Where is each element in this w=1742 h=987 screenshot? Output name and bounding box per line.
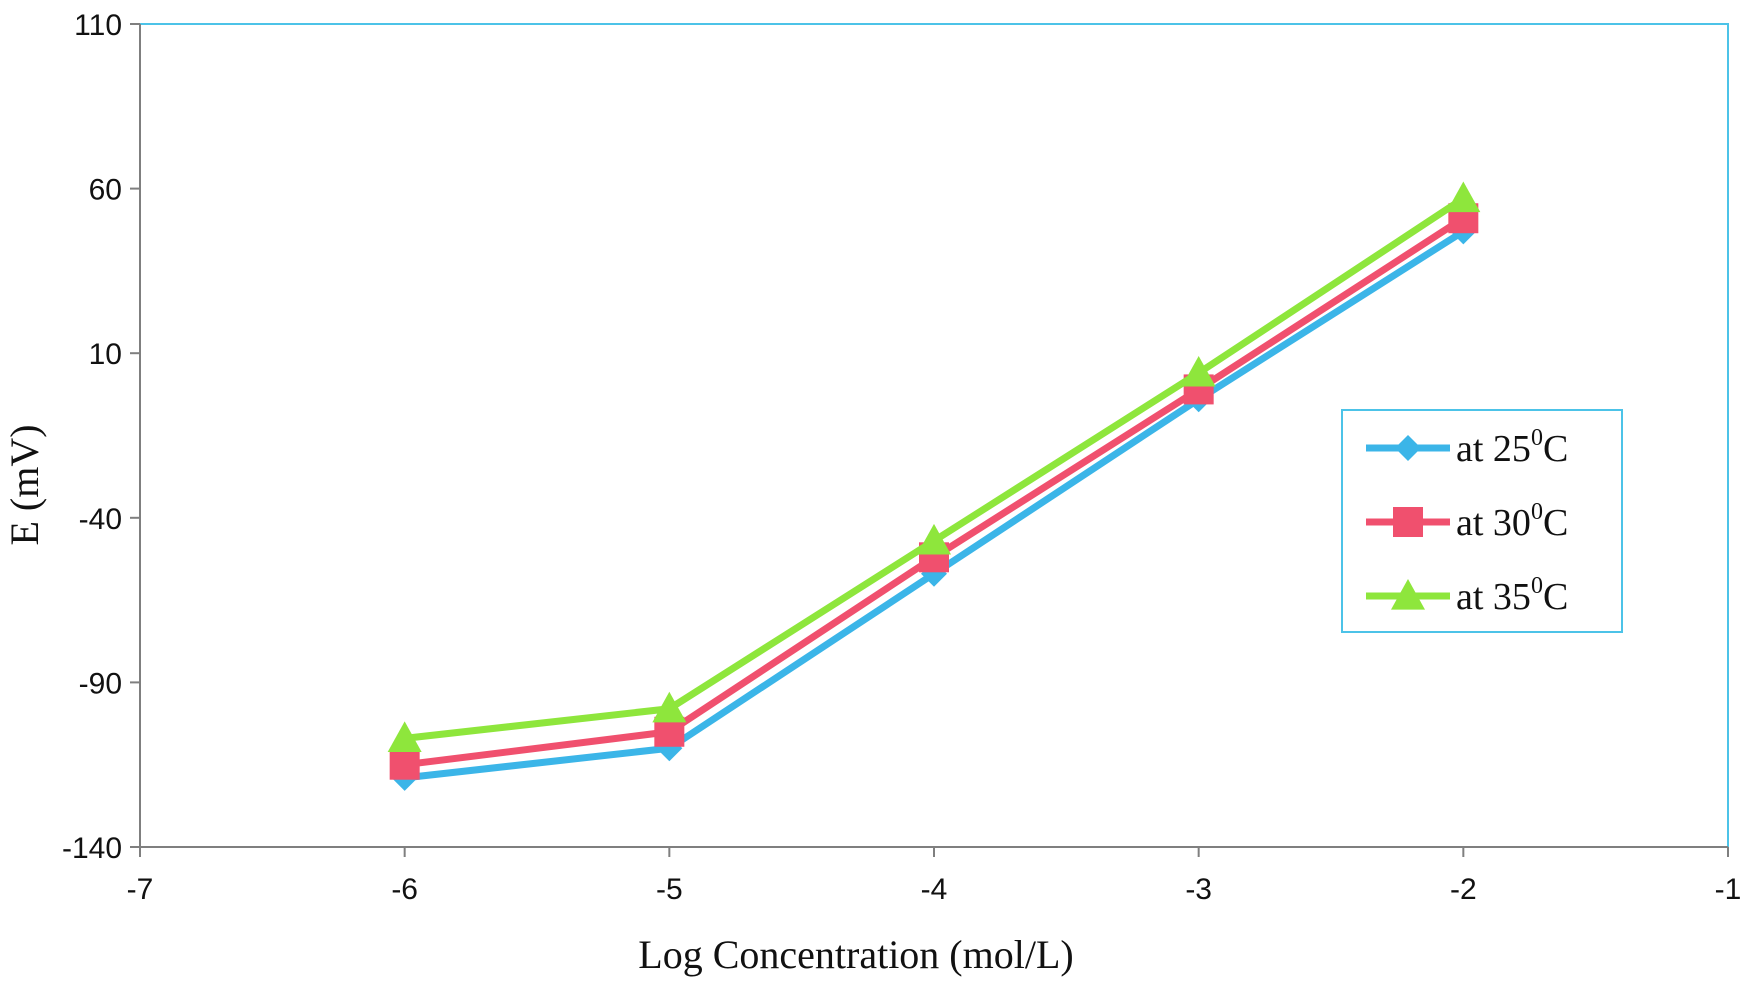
data-point-square — [389, 749, 420, 780]
legend-entry: at 250C — [1366, 425, 1568, 470]
legend-entry: at 300C — [1366, 499, 1568, 544]
series-layer — [387, 181, 1481, 791]
legend-marker-square — [1393, 507, 1423, 537]
legend-marker-triangle — [1391, 579, 1425, 610]
legend-label: at 250C — [1456, 425, 1568, 470]
x-tick-label: -3 — [1185, 873, 1212, 906]
y-tick-label: 110 — [74, 9, 122, 42]
x-tick-label: -7 — [127, 873, 154, 906]
data-point-triangle — [1446, 181, 1481, 213]
x-tick-label: -2 — [1450, 873, 1477, 906]
y-tick-label: -40 — [79, 503, 122, 536]
x-tick-label: -1 — [1715, 873, 1742, 906]
x-tick-label: -5 — [656, 873, 683, 906]
y-axis-title: E (mV) — [2, 424, 47, 545]
data-point-triangle — [387, 721, 422, 752]
series-3 — [387, 181, 1481, 752]
legend-label: at 350C — [1456, 573, 1568, 618]
legend: at 250C at 300C at 350C — [1341, 409, 1623, 633]
legend-entry: at 350C — [1366, 573, 1568, 618]
y-tick-label: 10 — [89, 338, 122, 371]
x-tick-label: -6 — [391, 873, 418, 906]
y-tick-label: 60 — [89, 174, 122, 207]
x-axis-title: Log Concentration (mol/L) — [638, 932, 1073, 977]
legend-marker-diamond — [1395, 435, 1421, 461]
axes: -140 -90 -40 10 60 110 -7 -6 -5 -4 -3 -2 -1 — [62, 9, 1741, 906]
y-tick-label: -140 — [62, 832, 122, 865]
data-point-triangle — [652, 691, 687, 723]
data-point-triangle — [917, 523, 951, 555]
legend-label: at 300C — [1456, 499, 1568, 544]
y-tick-label: -90 — [79, 667, 122, 700]
x-tick-label: -4 — [921, 873, 948, 906]
data-point-triangle — [1181, 355, 1216, 387]
